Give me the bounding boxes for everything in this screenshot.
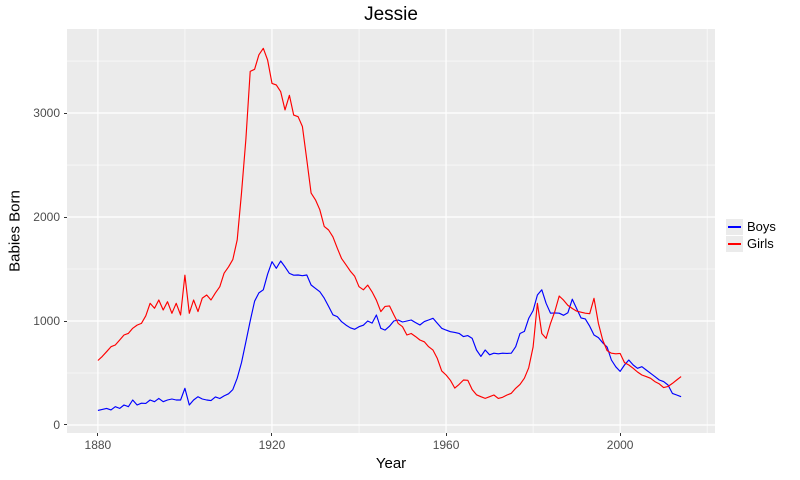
x-tick-mark (619, 433, 621, 436)
y-tick-mark (64, 424, 67, 426)
legend-item-boys: Boys (726, 218, 776, 235)
series-line-boys (97, 260, 682, 411)
legend-key-girls-icon (726, 235, 743, 252)
x-tick-label: 1920 (258, 438, 286, 452)
x-tick-mark (97, 433, 99, 436)
y-tick-mark (64, 216, 67, 218)
x-tick-mark (271, 433, 273, 436)
y-tick-label: 3000 (33, 106, 60, 121)
y-tick-label: 0 (53, 417, 60, 432)
x-tick-label: 2000 (606, 438, 634, 452)
x-tick-mark (445, 433, 447, 436)
legend-key-boys-icon (726, 218, 743, 235)
plot-panel (67, 29, 715, 433)
chart-title: Jessie (364, 4, 418, 25)
y-tick-label: 1000 (33, 314, 60, 328)
plot-area-svg (67, 29, 715, 433)
y-tick-mark (64, 112, 67, 114)
legend-item-girls: Girls (726, 235, 776, 252)
x-axis-title: Year (375, 455, 407, 472)
y-tick-label: 2000 (33, 210, 60, 224)
x-tick-label: 1880 (84, 438, 112, 452)
y-tick-mark (64, 320, 67, 322)
legend-label-girls: Girls (747, 236, 774, 251)
legend-label-boys: Boys (747, 219, 776, 234)
x-tick-label: 1960 (432, 438, 460, 452)
y-axis-title: Babies Born (6, 190, 24, 272)
legend: Boys Girls (726, 218, 776, 252)
series-line-girls (97, 47, 682, 399)
